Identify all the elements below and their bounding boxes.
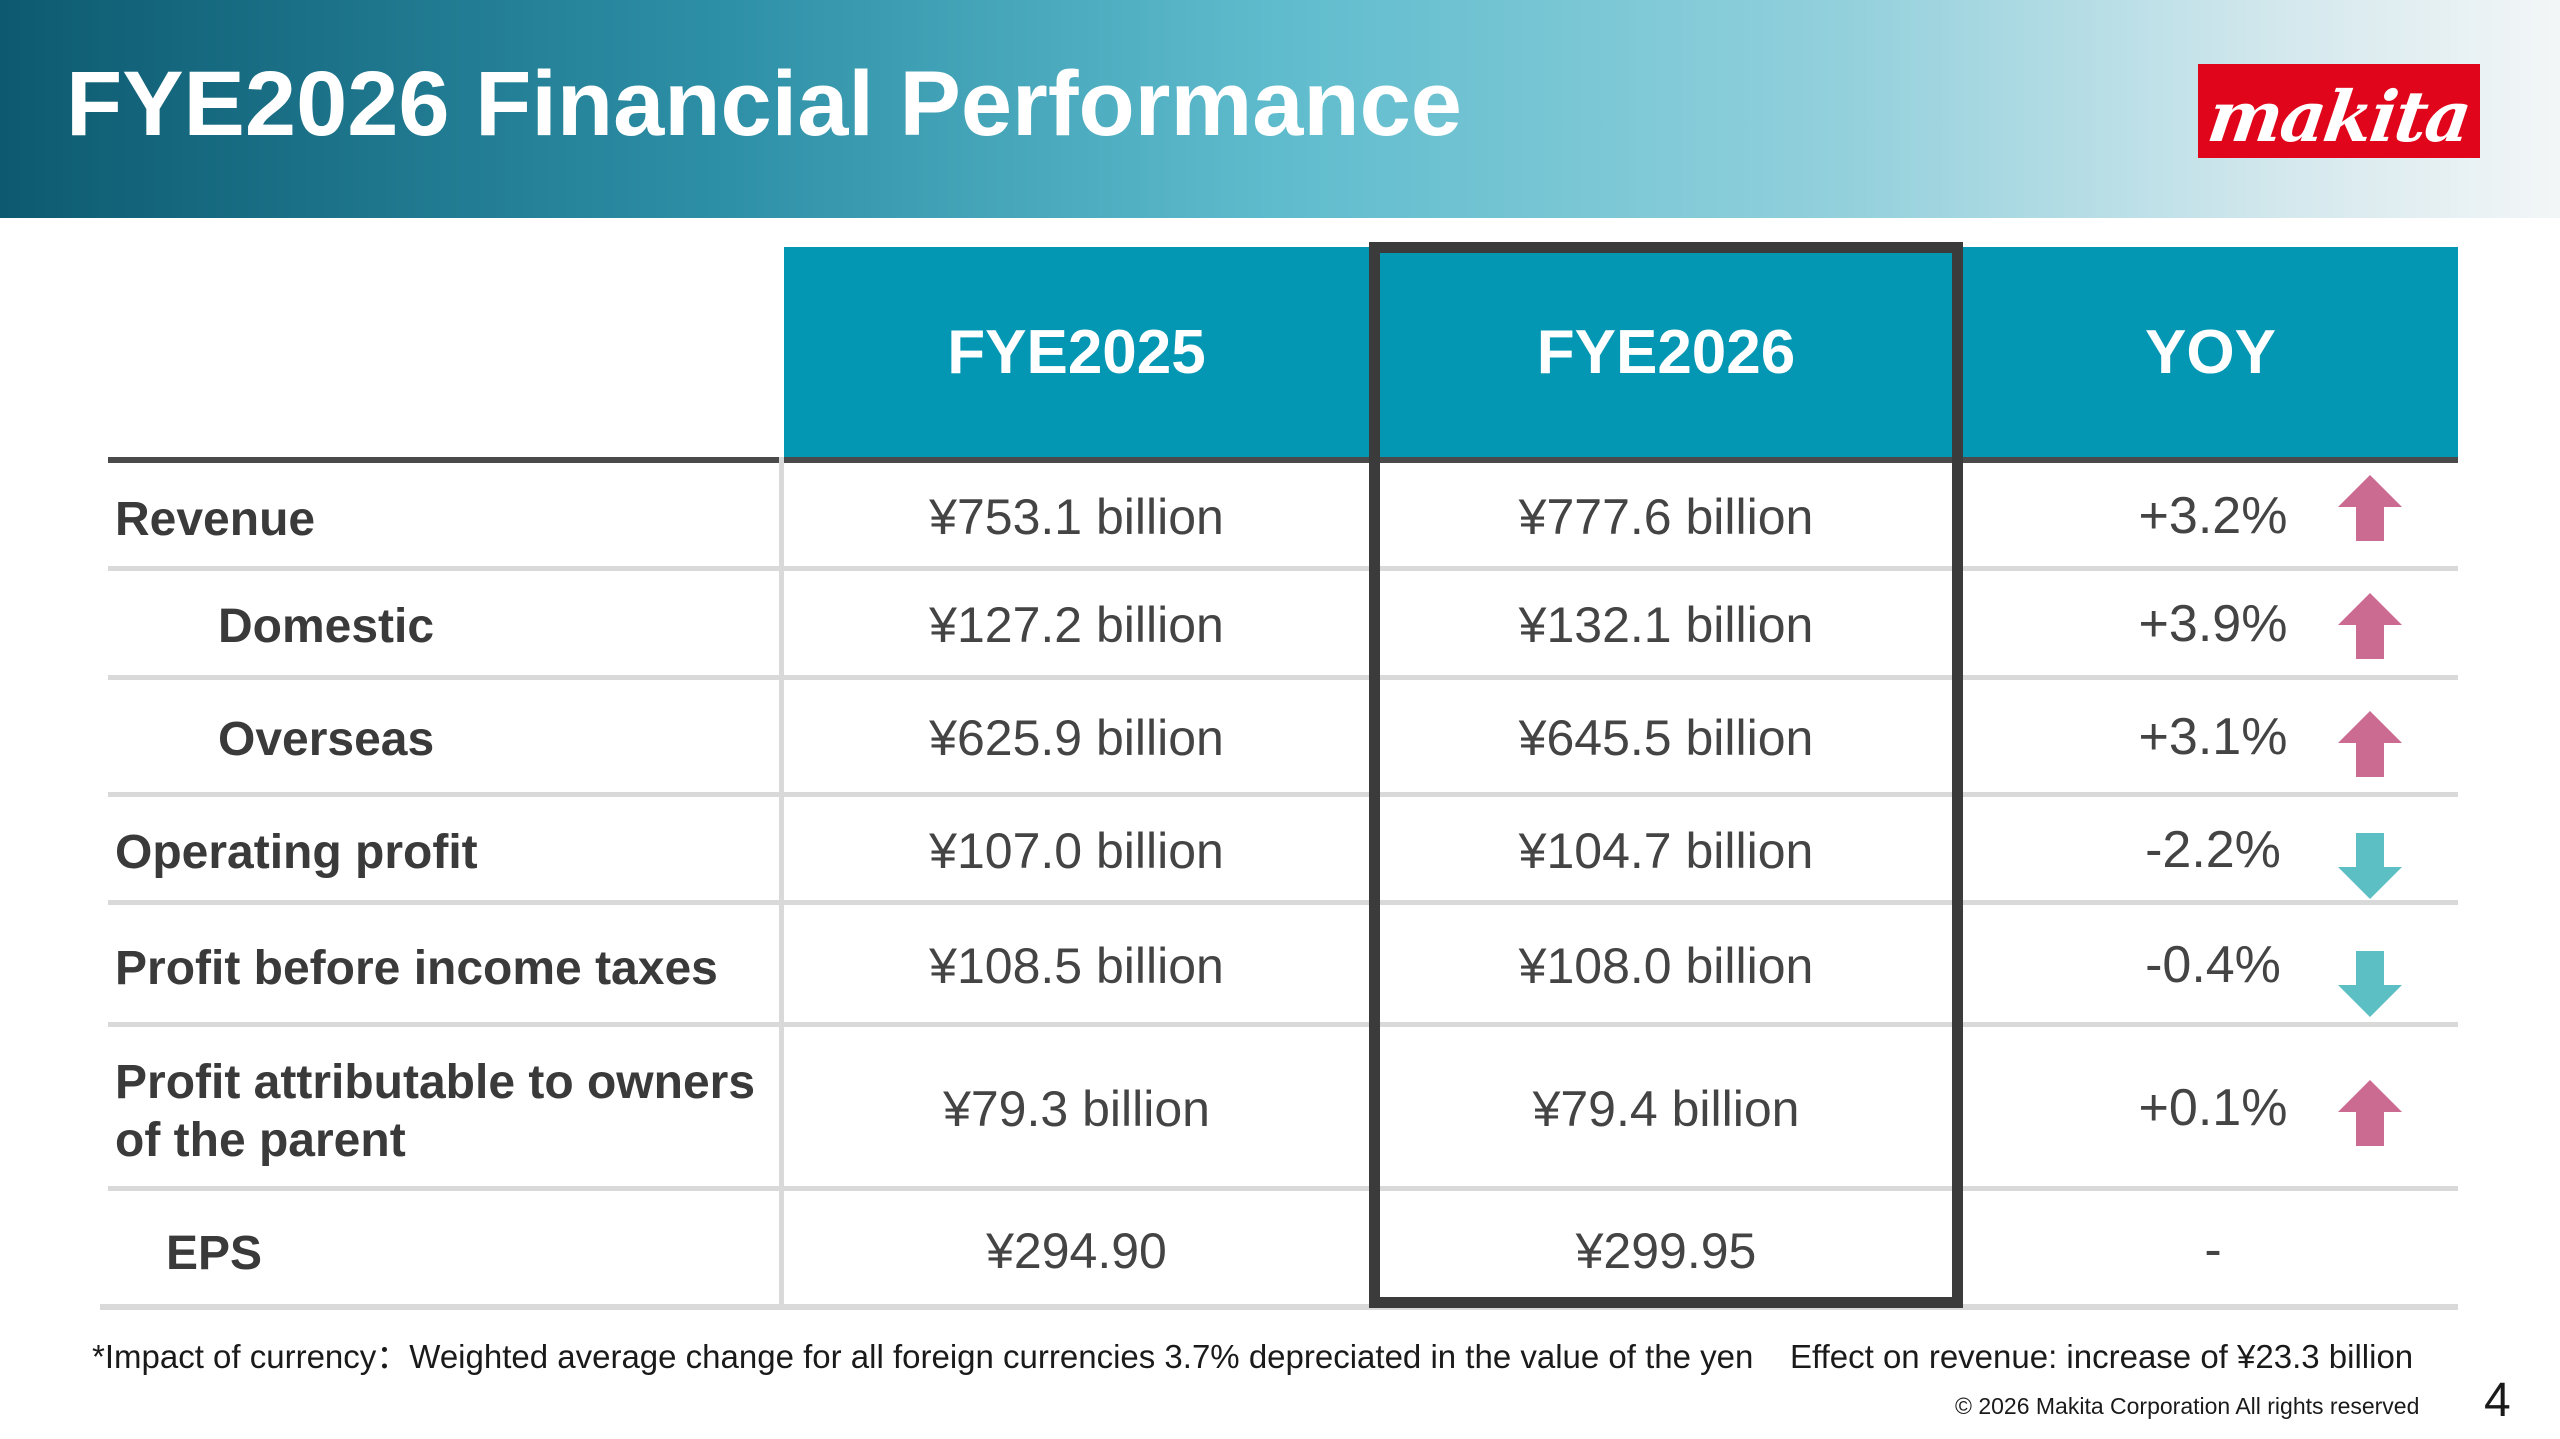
- yoy-profit-attributable: +0.1%: [2138, 1079, 2288, 1137]
- yoy-operating-profit: -2.2%: [2145, 821, 2281, 879]
- row-label-domestic: Domestic: [218, 600, 435, 653]
- value-overseas-fye2026: ¥645.5 billion: [1518, 710, 1814, 766]
- row-label-profit-attributable-line1: Profit attributable to owners: [115, 1056, 756, 1109]
- page-title: FYE2026 Financial Performance: [66, 53, 1462, 155]
- yoy-overseas: +3.1%: [2138, 708, 2288, 766]
- arrow-up-icon: [2338, 475, 2402, 541]
- copyright-notice: © 2026 Makita Corporation All rights res…: [1955, 1393, 2420, 1419]
- row-divider: [108, 900, 2458, 905]
- yoy-domestic: +3.9%: [2138, 595, 2288, 653]
- value-overseas-fye2025: ¥625.9 billion: [929, 710, 1224, 766]
- fye2026-highlight-frame: [1369, 242, 1963, 1308]
- arrow-up-icon: [2338, 711, 2402, 777]
- row-label-eps: EPS: [166, 1227, 263, 1280]
- row-divider: [108, 1022, 2458, 1027]
- value-eps-fye2026: ¥299.95: [1575, 1223, 1757, 1279]
- value-operating-profit-fye2025: ¥107.0 billion: [929, 823, 1224, 879]
- row-divider: [108, 566, 2458, 571]
- row-divider: [108, 792, 2458, 797]
- column-divider: [779, 457, 784, 1309]
- makita-logo: makita: [2198, 64, 2480, 158]
- row-label-profit-attributable-line2: of the parent: [115, 1114, 406, 1167]
- column-header-yoy: YOY: [1963, 247, 2458, 457]
- column-header-fye2026: FYE2026: [1369, 247, 1963, 457]
- yoy-profit-before-taxes: -0.4%: [2145, 936, 2281, 994]
- arrow-down-icon: [2338, 833, 2402, 899]
- value-revenue-fye2026: ¥777.6 billion: [1518, 489, 1814, 545]
- title-banner: FYE2026 Financial Performance makita: [0, 0, 2560, 218]
- value-eps-fye2025: ¥294.90: [986, 1223, 1167, 1279]
- row-label-overseas: Overseas: [218, 713, 435, 766]
- makita-logo-text: makita: [2203, 75, 2476, 158]
- currency-footnote: *Impact of currency：Weighted average cha…: [92, 1338, 2414, 1375]
- yoy-revenue: +3.2%: [2138, 487, 2288, 545]
- arrow-up-icon: [2338, 593, 2402, 659]
- row-label-profit-before-taxes: Profit before income taxes: [115, 942, 718, 995]
- value-profit-before-taxes-fye2025: ¥108.5 billion: [929, 938, 1224, 994]
- value-operating-profit-fye2026: ¥104.7 billion: [1518, 823, 1814, 879]
- arrow-up-icon: [2338, 1080, 2402, 1146]
- row-divider: [108, 675, 2458, 680]
- row-divider: [108, 1186, 2458, 1191]
- yoy-eps: -: [2204, 1221, 2222, 1279]
- page-number: 4: [2484, 1374, 2511, 1427]
- column-header-fye2025: FYE2025: [784, 247, 1369, 457]
- table-bottom-rule: [100, 1304, 2458, 1310]
- value-profit-before-taxes-fye2026: ¥108.0 billion: [1518, 938, 1814, 994]
- row-label-operating-profit: Operating profit: [115, 826, 478, 879]
- arrow-down-icon: [2338, 951, 2402, 1017]
- row-label-revenue: Revenue: [115, 493, 316, 546]
- value-domestic-fye2025: ¥127.2 billion: [929, 597, 1224, 653]
- value-profit-attributable-fye2025: ¥79.3 billion: [943, 1081, 1210, 1137]
- value-domestic-fye2026: ¥132.1 billion: [1518, 597, 1814, 653]
- value-profit-attributable-fye2026: ¥79.4 billion: [1532, 1081, 1800, 1137]
- table-header-rule: [108, 457, 2458, 463]
- value-revenue-fye2025: ¥753.1 billion: [929, 489, 1224, 545]
